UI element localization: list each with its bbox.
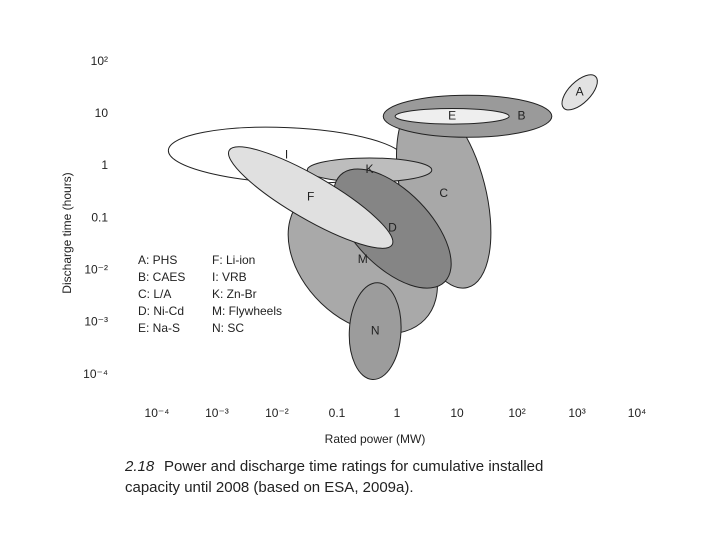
y-tick-label: 0.1: [91, 210, 108, 224]
caption-line: Power and discharge time ratings for cum…: [164, 458, 543, 475]
legend-entry: D: Ni-Cd: [138, 304, 184, 318]
region: [333, 168, 452, 289]
x-tick-label: 10⁻⁴: [145, 406, 170, 420]
region-label: E: [448, 108, 456, 122]
legend-entry: F: Li-ion: [212, 253, 255, 267]
legend-entry: B: CAES: [138, 270, 185, 284]
region-label: N: [371, 323, 380, 337]
legend-entry: C: L/A: [138, 287, 171, 301]
region-label: C: [439, 186, 448, 200]
legend-entry: M: Flywheels: [212, 304, 282, 318]
x-tick-label: 10⁴: [628, 406, 647, 420]
region-label: K: [366, 162, 374, 176]
legend-entry: E: Na-S: [138, 321, 180, 335]
legend-entry: I: VRB: [212, 270, 247, 284]
y-tick-label: 1: [101, 158, 108, 172]
region-label: A: [576, 84, 584, 98]
caption-number: 2.18: [124, 458, 155, 475]
region-label: M: [358, 252, 368, 266]
x-tick-label: 10⁻³: [205, 406, 229, 420]
x-tick-label: 0.1: [329, 406, 346, 420]
x-tick-label: 10⁻²: [265, 406, 289, 420]
y-tick-label: 10⁻³: [84, 315, 108, 329]
x-tick-label: 10: [450, 406, 464, 420]
region: [227, 146, 394, 249]
region: [561, 74, 598, 111]
legend-entry: A: PHS: [138, 253, 177, 267]
x-tick-label: 1: [394, 406, 401, 420]
y-tick-label: 10: [95, 106, 109, 120]
region-label: I: [285, 147, 288, 161]
x-tick-label: 10²: [508, 406, 525, 420]
x-tick-label: 10³: [568, 406, 585, 420]
region-label: D: [388, 221, 397, 235]
y-tick-label: 10⁻²: [84, 263, 108, 277]
legend-entry: K: Zn-Br: [212, 287, 257, 301]
region: [394, 107, 510, 125]
x-axis-label: Rated power (MW): [325, 432, 426, 446]
caption-line: capacity until 2008 (based on ESA, 2009a…: [125, 479, 414, 496]
y-tick-label: 10²: [91, 54, 108, 68]
y-tick-label: 10⁻⁴: [83, 367, 108, 381]
y-axis-label: Discharge time (hours): [60, 172, 74, 293]
region-label: F: [307, 190, 314, 204]
region-label: B: [517, 108, 525, 122]
region: [348, 282, 402, 381]
legend-entry: N: SC: [212, 321, 244, 335]
